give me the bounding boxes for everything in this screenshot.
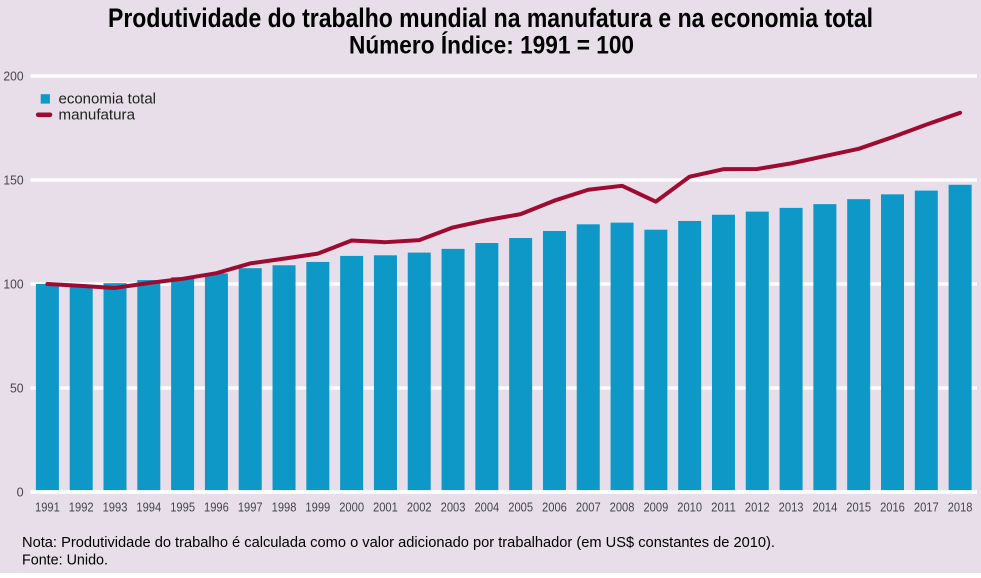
svg-text:economia total: economia total bbox=[59, 92, 157, 108]
svg-text:1994: 1994 bbox=[136, 500, 161, 515]
svg-text:100: 100 bbox=[3, 277, 23, 292]
svg-text:2000: 2000 bbox=[339, 500, 364, 515]
svg-text:2006: 2006 bbox=[542, 500, 567, 515]
svg-text:2012: 2012 bbox=[745, 500, 770, 515]
svg-text:2014: 2014 bbox=[812, 500, 837, 515]
svg-text:2015: 2015 bbox=[846, 500, 871, 515]
svg-text:2016: 2016 bbox=[880, 500, 905, 515]
svg-text:2004: 2004 bbox=[474, 500, 499, 515]
svg-text:manufatura: manufatura bbox=[59, 108, 136, 124]
svg-text:2002: 2002 bbox=[407, 500, 432, 515]
svg-text:1995: 1995 bbox=[170, 500, 195, 515]
svg-text:2007: 2007 bbox=[576, 500, 601, 515]
svg-text:50: 50 bbox=[10, 381, 24, 396]
svg-text:1997: 1997 bbox=[238, 500, 263, 515]
svg-text:Número Índice: 1991 = 100: Número Índice: 1991 = 100 bbox=[349, 30, 634, 59]
svg-text:2010: 2010 bbox=[677, 500, 702, 515]
svg-text:2005: 2005 bbox=[508, 500, 533, 515]
svg-text:Nota: Produtividade do trabalh: Nota: Produtividade do trabalho é calcul… bbox=[22, 534, 775, 551]
svg-text:Produtividade do trabalho mund: Produtividade do trabalho mundial na man… bbox=[108, 3, 873, 33]
svg-text:1992: 1992 bbox=[69, 500, 94, 515]
svg-text:0: 0 bbox=[17, 485, 24, 500]
svg-text:2003: 2003 bbox=[441, 500, 466, 515]
svg-text:200: 200 bbox=[3, 69, 23, 84]
svg-text:1991: 1991 bbox=[35, 500, 60, 515]
svg-text:150: 150 bbox=[3, 173, 23, 188]
svg-text:2018: 2018 bbox=[948, 500, 973, 515]
svg-text:2011: 2011 bbox=[711, 500, 736, 515]
svg-text:1998: 1998 bbox=[272, 500, 297, 515]
svg-text:2009: 2009 bbox=[643, 500, 668, 515]
svg-text:1999: 1999 bbox=[305, 500, 330, 515]
svg-text:2008: 2008 bbox=[610, 500, 635, 515]
svg-text:2001: 2001 bbox=[373, 500, 398, 515]
svg-text:1993: 1993 bbox=[103, 500, 128, 515]
svg-text:2017: 2017 bbox=[914, 500, 939, 515]
svg-text:1996: 1996 bbox=[204, 500, 229, 515]
svg-text:2013: 2013 bbox=[779, 500, 804, 515]
svg-text:Fonte: Unido.: Fonte: Unido. bbox=[22, 551, 108, 568]
